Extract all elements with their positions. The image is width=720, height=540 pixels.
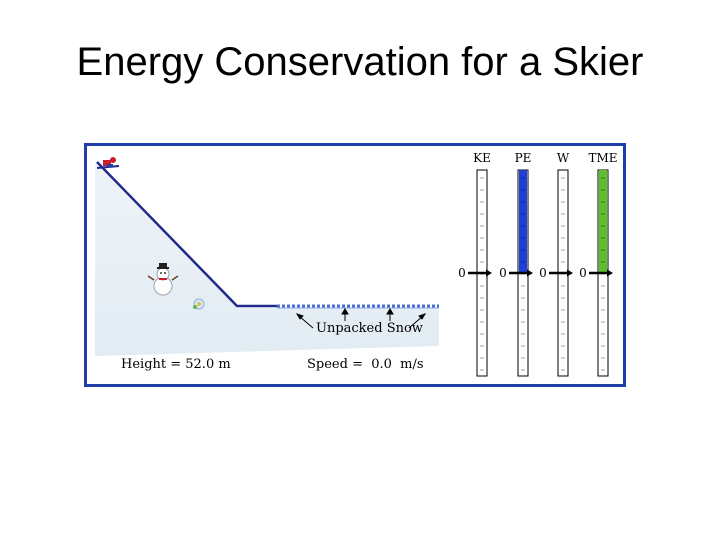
snow-label-arrows [295, 308, 427, 329]
zero-label-pe: 0 [499, 266, 507, 280]
snow-hill [95, 162, 439, 356]
diagram-frame: Unpacked Snow Height = 52.0 m Speed = 0.… [84, 143, 626, 387]
skier-diagram: Unpacked Snow Height = 52.0 m Speed = 0.… [95, 151, 618, 377]
skier-icon [96, 157, 120, 169]
bar-label-tme: TME [588, 151, 617, 165]
slide-title: Energy Conservation for a Skier [76, 40, 644, 84]
bar-label-w: W [557, 151, 570, 165]
height-readout: Height = 52.0 m [121, 357, 231, 372]
ski-slope [96, 161, 277, 308]
bar-label-pe: PE [515, 151, 532, 165]
bar-fill-tme [599, 170, 607, 273]
zero-label-w: 0 [539, 266, 547, 280]
energy-bar-chart: KE 0 PE 0 W 0 TME 0 [458, 151, 618, 377]
speed-readout: Speed = 0.0 m/s [307, 357, 424, 372]
zero-label-tme: 0 [579, 266, 587, 280]
zero-label-ke: 0 [458, 266, 466, 280]
snow-flower-icon [193, 298, 205, 310]
unpacked-snow-label: Unpacked Snow [316, 321, 423, 336]
bar-label-ke: KE [473, 151, 491, 165]
snowman-icon [147, 263, 179, 296]
bar-fill-pe [519, 170, 527, 273]
